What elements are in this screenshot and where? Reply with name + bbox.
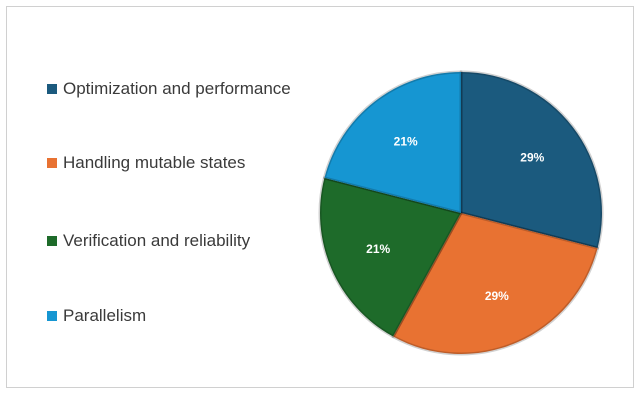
legend-label-verification: Verification and reliability xyxy=(63,231,251,250)
legend-swatch-parallelism xyxy=(47,311,57,321)
legend-label-parallelism: Parallelism xyxy=(63,306,147,325)
data-label-mutable-states: 29% xyxy=(485,289,509,303)
legend-item-optimization: Optimization and performance xyxy=(47,77,302,100)
legend-swatch-verification xyxy=(47,236,57,246)
pie-slice-parallelism xyxy=(322,70,463,215)
legend-label-mutable-states: Handling mutable states xyxy=(63,153,246,172)
legend-swatch-mutable-states xyxy=(47,158,57,168)
data-label-optimization: 29% xyxy=(520,151,544,165)
chart-frame: Optimization and performance Handling mu… xyxy=(6,6,634,388)
data-label-parallelism: 21% xyxy=(394,135,418,149)
legend: Optimization and performance Handling mu… xyxy=(47,7,307,387)
pie-slice-optimization xyxy=(459,70,604,250)
legend-item-mutable-states: Handling mutable states xyxy=(47,151,302,174)
legend-label-optimization: Optimization and performance xyxy=(63,79,291,98)
legend-item-verification: Verification and reliability xyxy=(47,229,302,252)
pie-slice-verification xyxy=(318,176,463,339)
pie-chart: 29% 29% 21% 21% xyxy=(318,70,604,356)
legend-item-parallelism: Parallelism xyxy=(47,304,302,327)
legend-swatch-optimization xyxy=(47,84,57,94)
data-label-verification: 21% xyxy=(366,242,390,256)
pie-slice-mutable-states xyxy=(391,211,600,356)
